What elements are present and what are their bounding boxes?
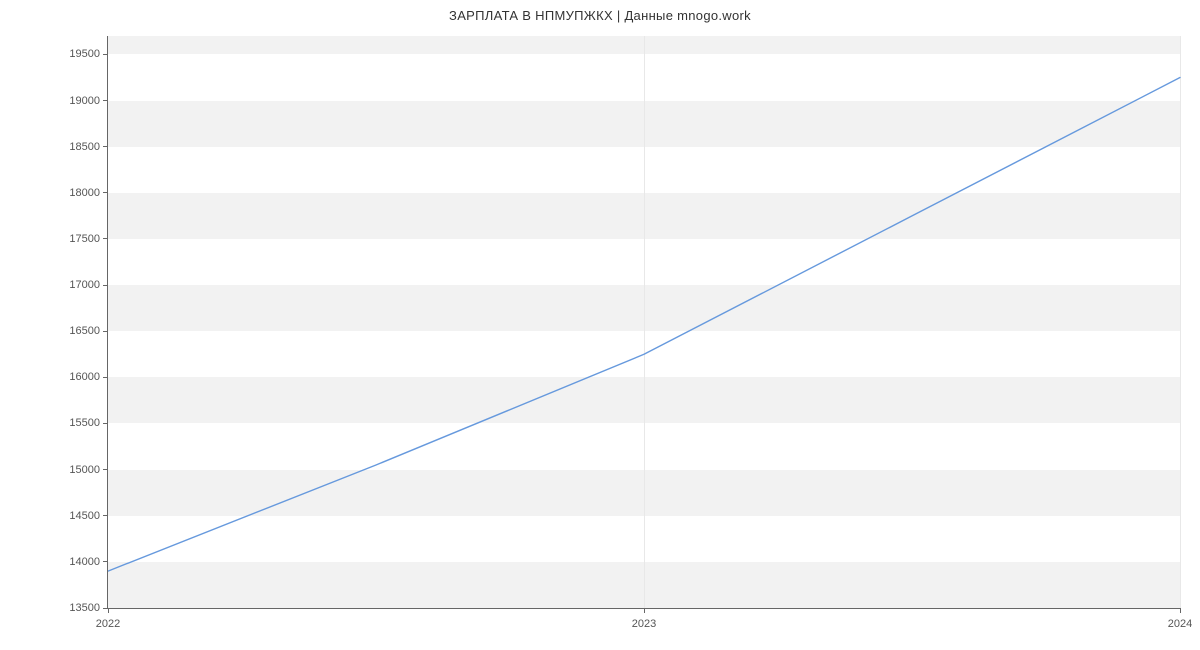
y-tick-label: 17500 <box>69 233 108 245</box>
x-tick-label: 2022 <box>96 608 120 630</box>
y-tick-label: 15000 <box>69 464 108 476</box>
y-tick-label: 14500 <box>69 510 108 522</box>
line-series-salary <box>108 78 1180 572</box>
y-tick-label: 19000 <box>69 95 108 107</box>
y-tick-label: 14000 <box>69 556 108 568</box>
line-series-layer <box>108 36 1180 608</box>
y-axis-line <box>107 36 108 608</box>
y-tick-label: 16000 <box>69 371 108 383</box>
plot-area: 1350014000145001500015500160001650017000… <box>108 36 1180 608</box>
y-tick-label: 18000 <box>69 187 108 199</box>
y-tick-label: 18500 <box>69 141 108 153</box>
y-tick-label: 16500 <box>69 325 108 337</box>
chart-title: ЗАРПЛАТА В НПМУПЖКХ | Данные mnogo.work <box>0 8 1200 23</box>
y-tick-label: 19500 <box>69 48 108 60</box>
x-axis-line <box>107 608 1180 609</box>
x-tick-label: 2024 <box>1168 608 1192 630</box>
y-tick-label: 15500 <box>69 417 108 429</box>
y-tick-label: 17000 <box>69 279 108 291</box>
x-tick-label: 2023 <box>632 608 656 630</box>
